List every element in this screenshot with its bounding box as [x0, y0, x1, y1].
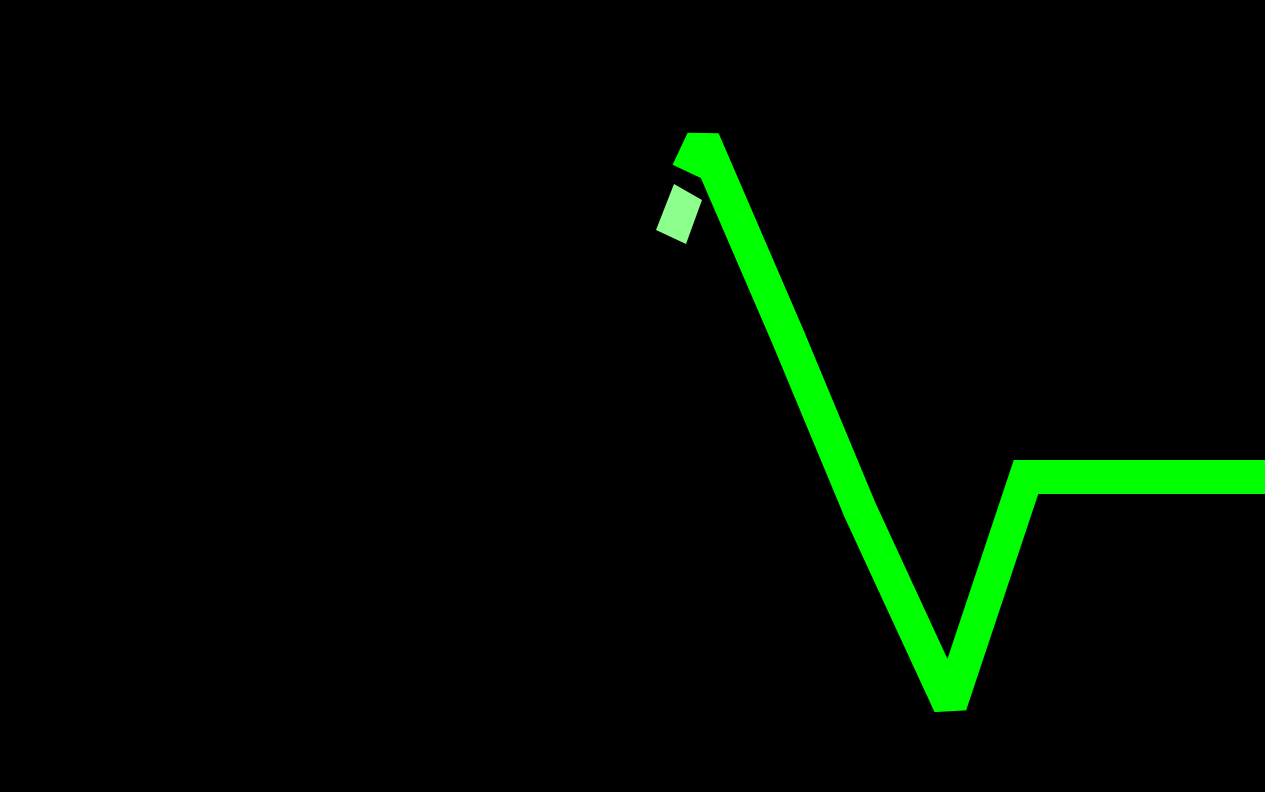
trace-head-icon	[656, 184, 702, 244]
waveform-trace	[672, 132, 1265, 713]
